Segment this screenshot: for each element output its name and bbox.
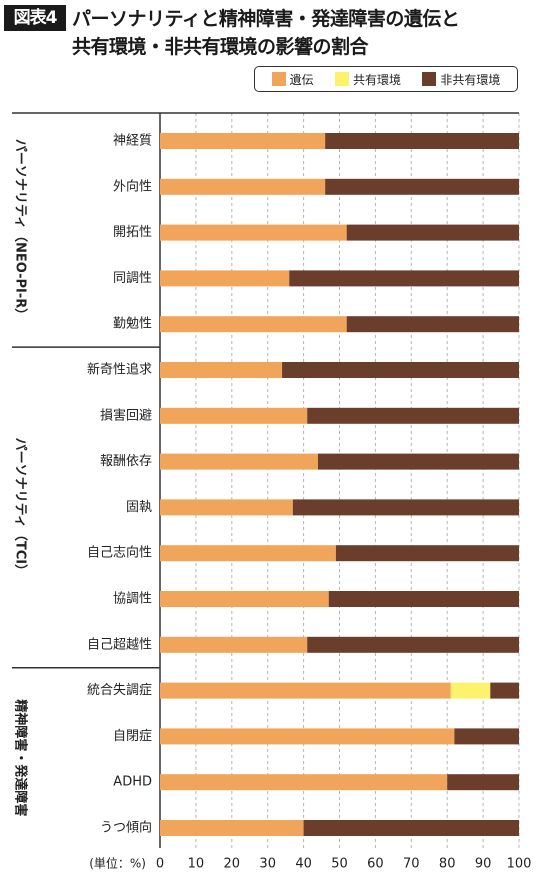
category-label-5: 新奇性追求: [87, 362, 152, 378]
bar-2-series-2: [346, 224, 519, 241]
category-label-14: ADHD: [113, 775, 152, 790]
legend-item-shared: 共有環境: [334, 71, 401, 88]
bar-9-series-0: [160, 545, 336, 562]
category-label-4: 勤勉性: [113, 317, 152, 332]
group-label-2: 精神障害・発達障害: [13, 699, 29, 816]
x-tick-label-70: 70: [403, 857, 420, 872]
bar-9-series-2: [335, 545, 519, 562]
bar-11-series-0: [160, 636, 308, 653]
bar-2-series-0: [160, 224, 347, 241]
bar-7-series-2: [317, 453, 519, 470]
bar-15-series-0: [160, 820, 304, 836]
category-label-6: 損害回避: [100, 407, 152, 423]
chart-title-line-1: パーソナリティと精神障害・発達障害の遺伝と: [72, 8, 460, 30]
x-tick-label-50: 50: [331, 857, 348, 872]
x-tick-label-10: 10: [188, 857, 205, 872]
legend-item-genetic: 遺伝: [271, 71, 314, 88]
bar-3-series-0: [160, 270, 290, 287]
category-label-12: 統合失調症: [87, 683, 152, 698]
unit-label: (単位：%): [89, 856, 146, 871]
bar-1-series-0: [160, 178, 326, 195]
bar-5-series-2: [282, 362, 519, 378]
bar-7-series-0: [160, 453, 318, 470]
category-label-1: 外向性: [113, 178, 152, 194]
category-label-13: 自閉症: [113, 729, 152, 744]
bar-4-series-2: [346, 316, 519, 333]
category-label-15: うつ傾向: [100, 820, 152, 836]
x-tick-label-60: 60: [367, 857, 384, 872]
group-label-1: パーソナリティ（TCI）: [13, 438, 29, 577]
category-label-0: 神経質: [113, 134, 152, 149]
category-label-3: 同調性: [113, 271, 152, 286]
x-tick-label-40: 40: [295, 857, 312, 872]
bar-11-series-2: [307, 636, 519, 653]
bar-8-series-2: [292, 499, 519, 516]
x-tick-label-20: 20: [224, 857, 241, 872]
bar-12-series-0: [160, 682, 451, 699]
bar-14-series-2: [447, 774, 519, 791]
legend-swatch-nonshared: [422, 72, 437, 86]
bar-10-series-0: [160, 591, 329, 607]
bar-6-series-2: [307, 407, 519, 424]
bar-13-series-2: [454, 728, 519, 745]
x-tick-label-100: 100: [507, 857, 532, 872]
bar-14-series-0: [160, 774, 448, 791]
chart-legend: 遺伝 共有環境 非共有環境: [254, 66, 518, 92]
bar-6-series-0: [160, 407, 308, 424]
legend-swatch-shared: [334, 72, 349, 86]
bar-15-series-2: [303, 820, 519, 836]
bar-13-series-0: [160, 728, 455, 745]
category-label-7: 報酬依存: [100, 454, 152, 469]
bar-5-series-0: [160, 362, 283, 378]
bar-3-series-2: [289, 270, 519, 287]
category-label-10: 協調性: [113, 592, 152, 607]
legend-label-shared: 共有環境: [352, 72, 401, 87]
x-tick-label-30: 30: [259, 857, 276, 872]
category-label-8: 固執: [126, 499, 152, 515]
category-label-2: 開拓性: [113, 225, 152, 240]
bar-4-series-0: [160, 316, 347, 333]
bar-10-series-2: [328, 591, 519, 607]
group-label-0: パーソナリティ（NEO-PI-R）: [13, 139, 29, 321]
category-label-9: 自己志向性: [87, 545, 152, 561]
chart-title-line-2: 共有環境・非共有環境の影響の割合: [72, 36, 369, 58]
bar-12-series-1: [450, 682, 491, 699]
bar-12-series-2: [490, 682, 519, 699]
bar-0-series-2: [325, 133, 519, 149]
x-tick-label-80: 80: [439, 857, 456, 872]
legend-item-nonshared: 非共有環境: [422, 71, 500, 88]
x-tick-label-0: 0: [156, 857, 164, 872]
category-label-11: 自己超越性: [87, 637, 152, 652]
bar-0-series-0: [160, 133, 326, 149]
bar-1-series-2: [325, 178, 519, 195]
x-tick-label-90: 90: [475, 857, 492, 872]
legend-label-genetic: 遺伝: [289, 72, 314, 87]
legend-swatch-genetic: [271, 72, 286, 86]
bar-8-series-0: [160, 499, 293, 516]
figure-number-badge: 図表4: [4, 5, 66, 31]
legend-label-nonshared: 非共有環境: [440, 72, 501, 87]
